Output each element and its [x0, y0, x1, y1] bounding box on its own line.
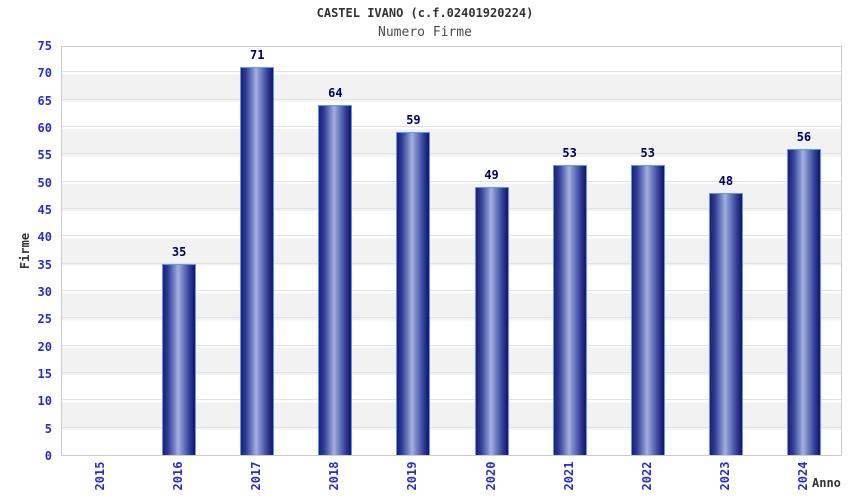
gridline: [62, 180, 841, 182]
x-tick-label: 2021: [561, 461, 576, 491]
y-tick-label: 0: [44, 449, 52, 463]
y-tick-label: 60: [37, 121, 52, 135]
gridline: [62, 262, 841, 264]
bar-2018: [318, 105, 353, 455]
x-axis-label: Anno: [812, 476, 841, 490]
bar-value-label: 64: [328, 86, 343, 101]
bar-value-label: 49: [484, 168, 499, 183]
bar-2016: [162, 263, 197, 455]
y-tick-label: 55: [37, 148, 52, 163]
gridline: [62, 399, 841, 401]
bar-2020: [474, 187, 509, 455]
x-tick-label: 2024: [795, 461, 810, 491]
gridline: [62, 290, 841, 291]
y-tick-label: 35: [37, 257, 52, 272]
chart-subtitle: Numero Firme: [378, 25, 472, 40]
bar-value-label: 59: [406, 113, 421, 128]
gridline: [62, 208, 841, 209]
bar-value-label: 56: [796, 129, 812, 144]
y-axis-ticks: 0 5 10 15 20 25 30 35 40 45 50 55 60 65 70 75: [0, 39, 52, 463]
y-tick-label: 65: [37, 93, 52, 108]
y-tick-label: 75: [37, 39, 52, 53]
bar-2022: [630, 165, 665, 455]
y-tick-label: 30: [37, 285, 52, 299]
gridline: [62, 235, 841, 237]
gridline: [62, 426, 841, 428]
plot-area: 35 71 64 59 49 53 53 48 56: [61, 46, 842, 456]
gridline: [62, 344, 841, 346]
x-tick-label: 2017: [249, 461, 264, 491]
x-tick-label: 2022: [639, 461, 654, 491]
bar-value-label: 35: [171, 244, 187, 259]
gridline: [62, 71, 841, 73]
y-tick-label: 10: [37, 394, 52, 409]
bar-value-label: 53: [562, 146, 577, 161]
gridline: [62, 372, 841, 373]
gridline: [62, 317, 841, 319]
bar-2023: [708, 192, 743, 455]
y-tick-label: 50: [37, 175, 52, 190]
x-axis-ticks: 2015 2016 2017 2018 2019 2020 2021 2022 2023 2024: [61, 458, 842, 500]
gridline: [62, 126, 841, 127]
bar-2024: [786, 148, 821, 455]
y-tick-label: 20: [37, 339, 52, 354]
bar-value-label: 53: [640, 146, 655, 161]
y-tick-label: 5: [44, 421, 52, 436]
x-tick-label: 2023: [717, 461, 732, 491]
bar-2019: [396, 132, 431, 455]
x-tick-label: 2015: [93, 461, 108, 491]
bar-value-label: 48: [718, 173, 734, 188]
y-tick-label: 45: [37, 203, 52, 217]
chart-title: CASTEL IVANO (c.f.02401920224): [316, 6, 534, 20]
bar-2021: [552, 165, 587, 455]
x-tick-label: 2020: [483, 461, 498, 491]
x-tick-label: 2019: [405, 461, 420, 491]
x-tick-label: 2016: [171, 461, 186, 491]
x-tick-label: 2018: [327, 461, 342, 491]
y-tick-label: 25: [37, 312, 52, 327]
bar-2017: [240, 66, 275, 455]
bar-value-label: 71: [250, 47, 265, 62]
y-tick-label: 40: [37, 230, 52, 245]
gridline: [62, 98, 841, 100]
y-tick-label: 15: [37, 367, 52, 381]
gridline: [62, 153, 841, 155]
y-tick-label: 70: [37, 66, 52, 81]
